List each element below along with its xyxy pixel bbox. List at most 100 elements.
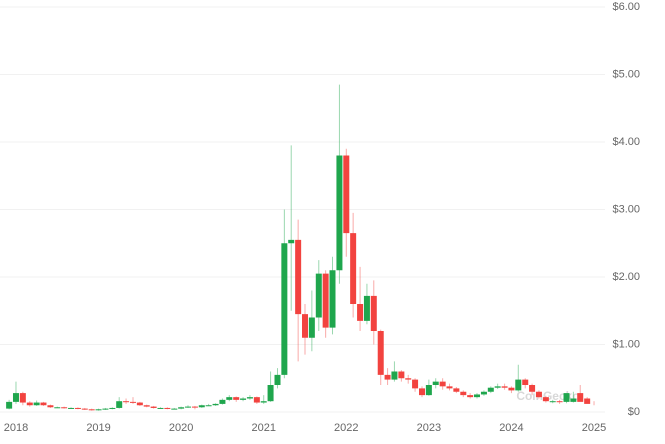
candle-body [54,407,61,409]
candle-body [529,385,536,392]
candle-body [281,243,288,375]
candle-body [363,295,370,321]
candle-body [329,270,336,328]
y-tick-label: $2.00 [612,271,640,283]
candle-body [563,393,570,402]
x-tick-label: 2024 [499,422,523,434]
candle-body [136,402,143,406]
y-tick-label: $1.00 [612,338,640,350]
candle-body [116,401,123,408]
candle-body [432,381,439,385]
y-tick-label: $3.00 [612,203,640,215]
candle-body [260,401,267,403]
candle-body [240,398,247,400]
candle-body [308,317,315,338]
candle-body [412,379,419,389]
candle-body [501,386,508,388]
y-tick-label: $5.00 [612,68,640,80]
candle-body [350,233,357,304]
x-tick-label: 2023 [417,422,441,434]
candle-body [370,295,377,331]
candle-body [398,371,405,379]
candle-body [47,405,54,408]
candle-body [377,331,384,375]
candle-body [178,407,185,409]
candle-body [522,379,529,385]
candle-body [515,379,522,391]
candle-body [246,397,253,399]
candle-body [171,408,178,410]
candle-body [295,239,302,315]
candle-body [150,406,157,408]
candle-body [233,397,240,400]
candle-body [219,399,226,404]
candle-body [157,407,164,409]
candle-body [95,409,102,411]
candle-body [274,374,281,385]
candle-body [460,391,467,396]
candle-body [129,401,136,403]
candle-body [123,401,130,403]
candle-body [267,385,274,402]
candle-body [357,304,364,321]
candle-body [570,398,577,402]
y-tick-label: $0 [628,406,640,418]
candle-body [88,409,95,411]
candle-body [302,314,308,338]
candle-body [315,273,322,318]
candle-body [508,387,515,391]
candle-body [40,402,47,406]
candle-body [61,407,68,409]
candle-body [474,394,481,398]
candle-body [253,397,260,403]
x-tick-label: 2019 [86,422,110,434]
candle-body [26,402,33,406]
candle-body [439,381,446,387]
candle-body [467,395,474,398]
candle-body [584,398,591,404]
candle-body [322,273,329,328]
candle-body [384,374,391,380]
candle-body [336,155,343,271]
candle-body [487,387,494,392]
candle-body [288,239,295,244]
candle-body [556,401,563,403]
candle-body [542,397,549,402]
candle-body [446,386,453,389]
candle-body [535,391,542,398]
y-tick-label: $6.00 [612,1,640,13]
candle-body [577,393,584,402]
candle-body [191,406,198,408]
candle-body [226,397,233,400]
candle-body [6,401,13,409]
candle-body [205,405,212,407]
candle-body [549,401,556,403]
candle-body [419,388,426,396]
x-tick-label: 2020 [169,422,193,434]
candle-body [405,378,412,380]
x-tick-label: 2018 [4,422,28,434]
candle-body [425,385,432,396]
candle-body [143,405,150,407]
candle-body [343,155,350,234]
candle-body [184,406,191,408]
y-tick-label: $4.00 [612,136,640,148]
candle-body [212,403,219,406]
candle-body [102,408,109,410]
candle-body [81,408,88,410]
candle-body [74,407,81,409]
candle-body [19,393,26,403]
candle-body [109,407,116,409]
candle-body [68,407,75,409]
x-tick-label: 2022 [334,422,358,434]
candle-body [12,393,19,402]
x-tick-label: 2025 [582,422,606,434]
candle-body [494,386,501,388]
candle-body [391,371,398,380]
candle-body [480,391,487,395]
candle-body [453,388,460,392]
x-tick-label: 2021 [251,422,275,434]
candle-body [33,402,40,406]
candle-body [164,407,171,409]
